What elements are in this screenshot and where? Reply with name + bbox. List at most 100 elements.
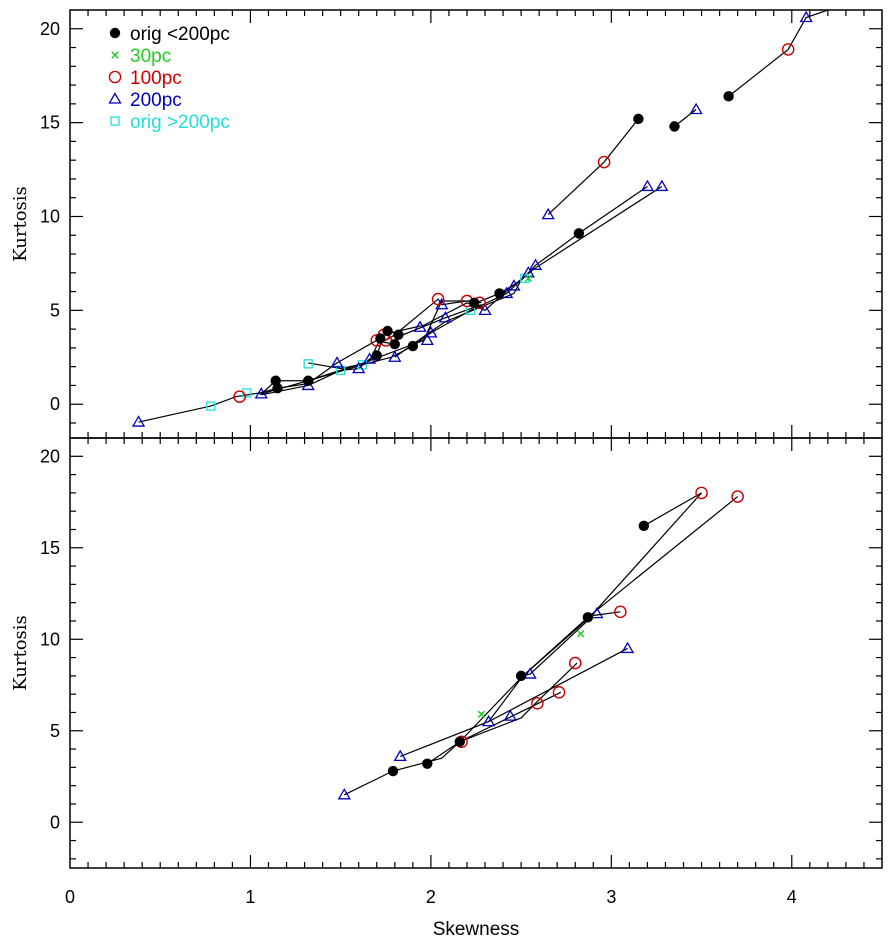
point-orig_lt200-top-7 <box>393 329 404 340</box>
point-pc200-top-1 <box>254 387 268 399</box>
point-orig_lt200-bottom-0 <box>387 765 399 777</box>
xtick-label-1: 1 <box>245 887 255 907</box>
point-orig_lt200-top-13 <box>669 121 680 132</box>
y-axis-top: 0 5 10 15 20 <box>40 19 882 424</box>
point-pc100-bottom-4 <box>614 605 627 619</box>
point-pc200-top-12 <box>478 303 492 316</box>
point-orig_lt200-bottom-3 <box>515 670 527 682</box>
track-line-top-8 <box>728 10 829 97</box>
point-pc200-top-9 <box>424 326 438 338</box>
track-line-bottom-4 <box>488 647 628 723</box>
point-pc100-top-8 <box>781 43 795 56</box>
point-orig_lt200-top-1 <box>272 383 283 394</box>
point-pc30-top-0 <box>524 274 533 283</box>
ytick-label-bottom-15: 15 <box>40 538 60 558</box>
xtick-label-0: 0 <box>65 887 75 907</box>
point-pc100-top-7 <box>597 155 611 169</box>
point-pc200-top-6 <box>388 350 402 362</box>
ytick-label-top-15: 15 <box>40 113 60 133</box>
legend-label-orig_gt200: orig >200pc <box>130 112 230 133</box>
xtick-label-2: 2 <box>426 887 436 907</box>
legend-label-pc30: 30pc <box>130 46 171 67</box>
point-pc200-top-16 <box>528 258 543 270</box>
point-pc200-top-7 <box>413 320 427 332</box>
track-line-top-0 <box>138 185 648 423</box>
point-pc200-top-18 <box>640 179 655 192</box>
panel-top-ylabel: Kurtosis <box>10 186 31 262</box>
legend-label-orig_lt200: orig <200pc <box>130 24 230 45</box>
ytick-label-top-10: 10 <box>40 206 60 226</box>
track-line-bottom-5 <box>522 611 621 677</box>
ytick-label-bottom-0: 0 <box>50 812 60 832</box>
track-line-bottom-0 <box>344 662 578 796</box>
point-orig_lt200-bottom-5 <box>638 520 650 532</box>
y-axis-bottom: 0 5 10 15 20 <box>40 446 882 860</box>
point-orig_lt200-top-6 <box>389 338 400 350</box>
plot-area-bottom <box>337 486 744 800</box>
point-pc30-bottom-1 <box>576 630 585 638</box>
point-orig_lt200-bottom-1 <box>422 758 433 769</box>
track-line-top-3 <box>259 304 482 396</box>
point-pc200-top-17 <box>541 207 555 220</box>
point-pc100-bottom-5 <box>695 486 708 500</box>
point-pc200-top-0 <box>131 415 146 427</box>
ytick-label-bottom-20: 20 <box>40 446 60 466</box>
point-pc200-bottom-0 <box>337 788 351 800</box>
point-orig_lt200-top-4 <box>375 333 386 344</box>
point-pc100-bottom-6 <box>731 490 744 503</box>
point-pc200-bottom-5 <box>590 606 604 619</box>
x-axis-label: Skewness <box>433 919 520 940</box>
legend-label-pc200: 200pc <box>130 90 182 111</box>
point-pc200-bottom-1 <box>393 749 407 762</box>
point-pc100-top-4 <box>431 292 445 306</box>
x-ticks-top <box>87 10 865 438</box>
panel-bottom-ylabel: Kurtosis <box>10 615 31 691</box>
xtick-label-4: 4 <box>787 887 797 907</box>
legend-marker-pc200 <box>108 92 122 104</box>
plot-area-top <box>131 10 829 427</box>
point-pc200-top-19 <box>655 179 669 192</box>
legend-marker-orig_gt200 <box>110 116 120 126</box>
point-pc200-top-4 <box>352 361 366 374</box>
point-pc200-bottom-3 <box>503 709 517 721</box>
point-pc100-bottom-1 <box>531 697 544 710</box>
point-orig_lt200-top-10 <box>494 288 505 299</box>
xtick-label-3: 3 <box>606 887 616 907</box>
point-pc200-top-15 <box>521 266 535 278</box>
x-ticks-bottom <box>87 438 865 868</box>
point-orig_lt200-top-14 <box>723 91 734 102</box>
point-pc100-bottom-3 <box>568 656 582 670</box>
track-line-bottom-3 <box>459 496 739 743</box>
ytick-label-top-20: 20 <box>40 19 60 39</box>
point-pc200-top-11 <box>438 311 452 323</box>
panel-bottom-frame <box>69 437 883 869</box>
ytick-label-bottom-5: 5 <box>50 721 60 741</box>
ytick-label-top-0: 0 <box>50 394 60 414</box>
point-pc200-top-5 <box>362 352 377 364</box>
point-pc200-top-21 <box>799 10 813 23</box>
point-pc200-bottom-6 <box>620 641 635 654</box>
legend-label-pc100: 100pc <box>130 68 182 89</box>
legend-marker-pc100 <box>108 70 122 84</box>
x-axis: 0 1 2 3 4 <box>65 887 797 907</box>
point-orig_lt200-top-9 <box>468 297 480 309</box>
panel-top-frame <box>69 9 883 439</box>
point-pc100-bottom-2 <box>552 686 566 699</box>
point-orig_lt200-top-11 <box>573 228 585 239</box>
legend-marker-pc30 <box>111 51 119 59</box>
point-orig_lt200-top-5 <box>382 325 393 337</box>
point-pc30-bottom-0 <box>477 710 486 719</box>
point-orig_lt200-top-2 <box>302 375 314 386</box>
point-pc200-bottom-4 <box>523 667 537 679</box>
track-line-bottom-2 <box>399 492 703 757</box>
point-orig_gt200-top-2 <box>303 359 313 369</box>
point-pc200-top-8 <box>420 333 434 346</box>
point-orig_gt200-top-0 <box>206 401 216 411</box>
point-pc200-top-3 <box>330 356 344 368</box>
point-pc200-bottom-2 <box>482 714 496 727</box>
panel-bottom: Kurtosis 0 5 10 15 20 <box>10 437 883 869</box>
point-pc100-top-0 <box>233 390 246 404</box>
point-orig_lt200-bottom-2 <box>454 736 465 747</box>
